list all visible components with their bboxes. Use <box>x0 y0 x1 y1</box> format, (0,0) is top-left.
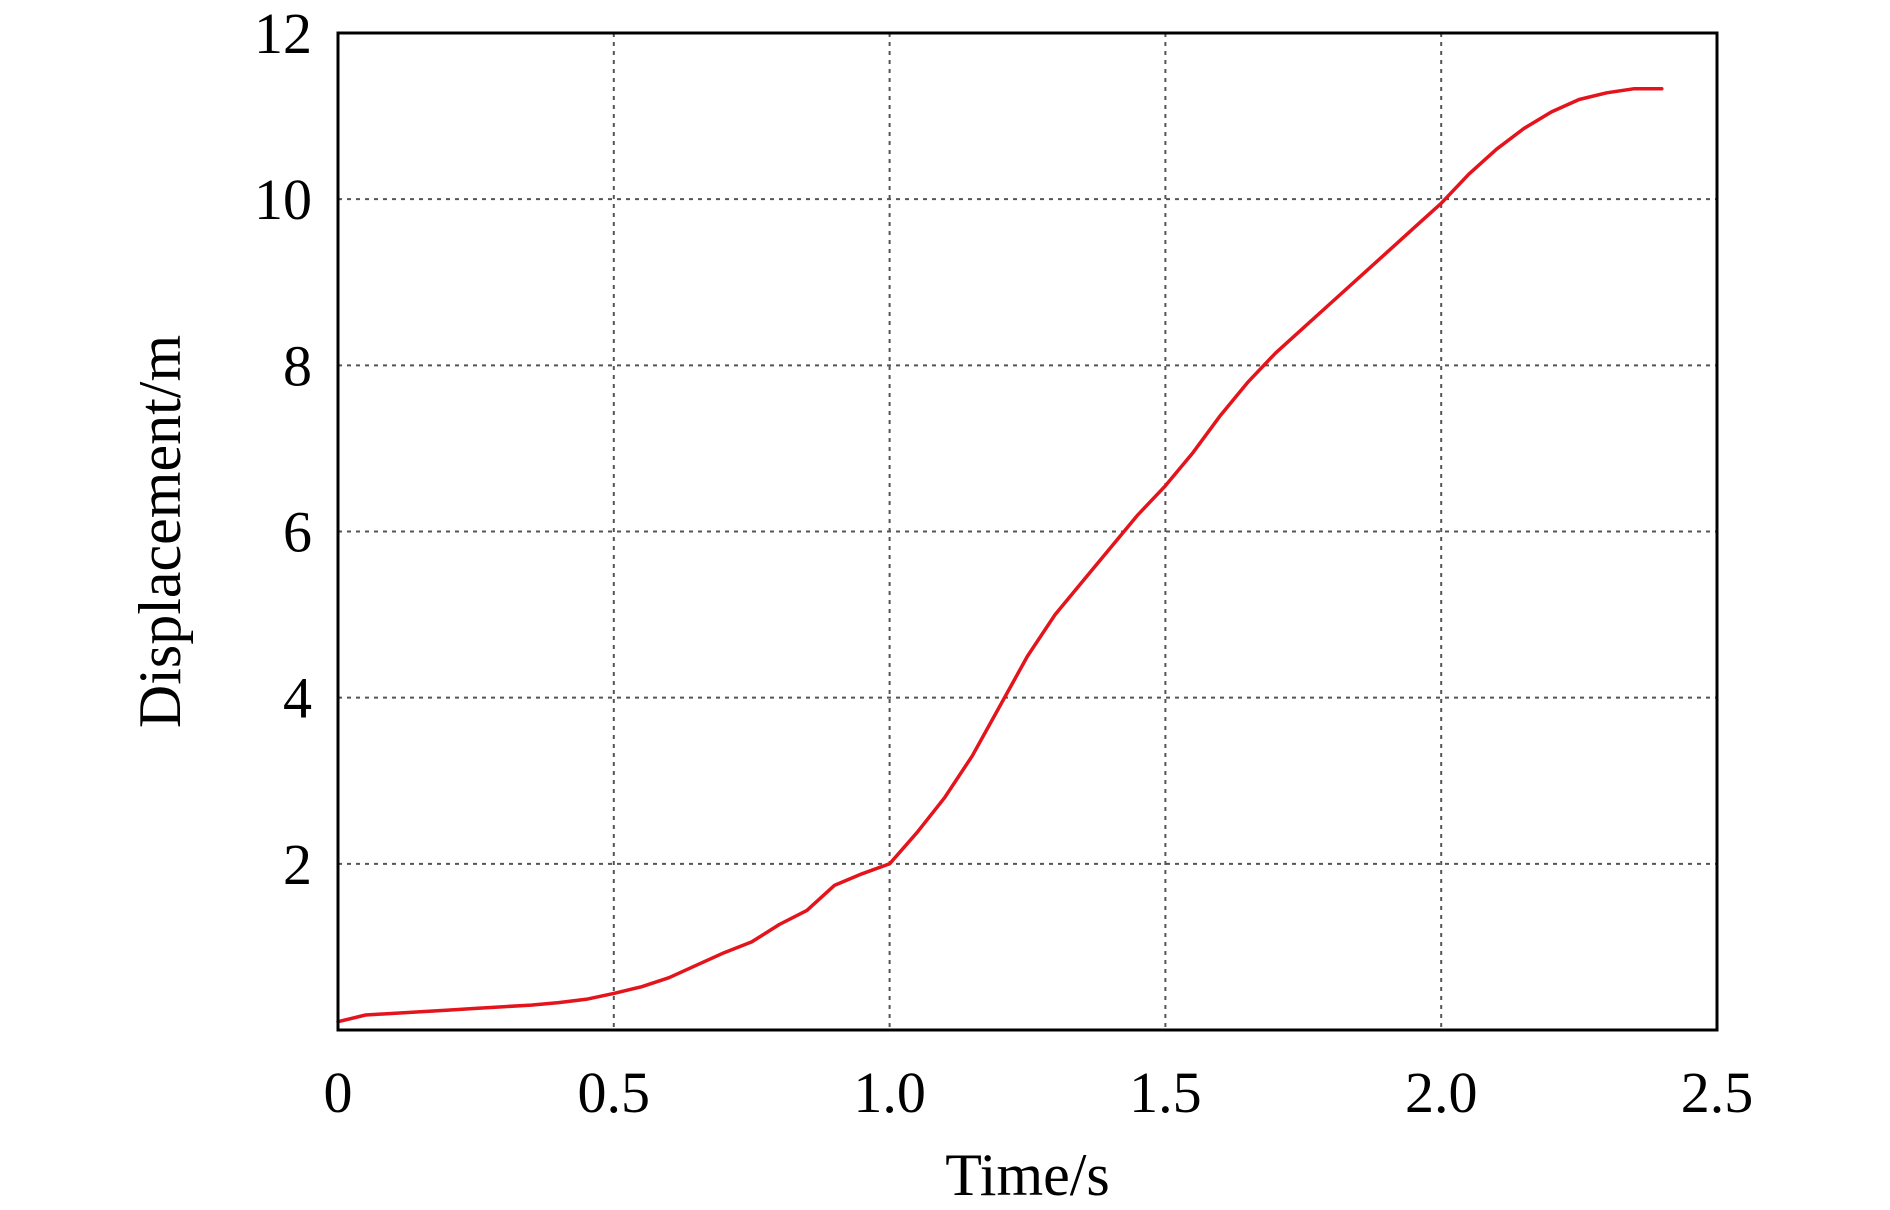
y-tick-label: 6 <box>283 500 312 565</box>
x-tick-label: 2.5 <box>1681 1060 1754 1125</box>
grid-lines <box>338 33 1717 1030</box>
y-axis-label: Displacement/m <box>127 335 193 728</box>
series-layer <box>336 86 1664 1024</box>
y-tick-label: 8 <box>283 333 312 398</box>
y-tick-label: 10 <box>254 167 312 232</box>
plot-frame <box>336 31 1719 1032</box>
x-tick-label: 2.0 <box>1405 1060 1478 1125</box>
y-tick-label: 4 <box>283 666 312 731</box>
x-axis-label: Time/s <box>945 1142 1110 1208</box>
y-tick-label: 12 <box>254 1 312 66</box>
series-line <box>336 86 1664 1024</box>
x-tick-label: 1.0 <box>853 1060 926 1125</box>
tick-labels: 0 0.5 1.0 1.5 2.0 2.5 2 4 6 8 10 12 <box>254 1 1753 1125</box>
x-tick-label: 0 <box>324 1060 353 1125</box>
x-tick-label: 0.5 <box>578 1060 651 1125</box>
x-tick-label: 1.5 <box>1129 1060 1202 1125</box>
y-tick-label: 2 <box>283 832 312 897</box>
